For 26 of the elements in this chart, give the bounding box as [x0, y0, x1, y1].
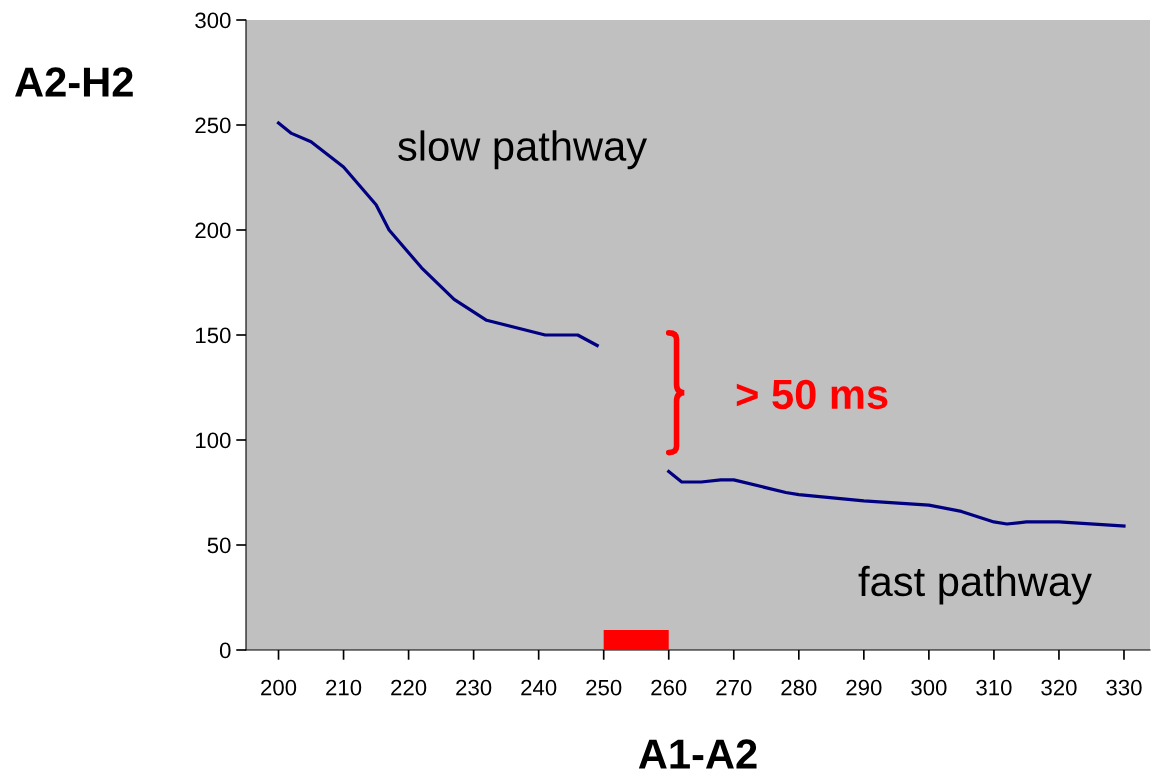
- y-tick-label: 250: [195, 117, 231, 134]
- annotation: slow pathway: [398, 130, 648, 170]
- y-tick-label: 200: [195, 222, 231, 239]
- y-axis-title: A2-H2: [15, 67, 133, 97]
- annotation: > 50 ms: [736, 379, 888, 410]
- x-tick-label: 240: [521, 679, 557, 696]
- x-tick-label: 320: [1041, 679, 1077, 696]
- x-tick-label: 270: [716, 679, 752, 696]
- x-tick-label: 280: [781, 679, 817, 696]
- y-tick-label: 150: [196, 327, 231, 344]
- x-axis-title: A1-A2: [638, 739, 757, 769]
- y-tick-label: 0: [219, 642, 231, 659]
- x-tick-label: 250: [586, 679, 622, 696]
- y-tick-label: 100: [196, 432, 231, 449]
- annotation: fast pathway: [858, 565, 1092, 605]
- y-tick-label: 300: [195, 12, 231, 29]
- y-tick-label: 50: [207, 537, 231, 554]
- x-tick-label: 230: [456, 679, 492, 696]
- x-tick-label: 200: [261, 679, 297, 696]
- x-tick-label: 290: [846, 679, 882, 696]
- x-tick-label: 210: [326, 679, 362, 696]
- x-tick-label: 310: [976, 679, 1012, 696]
- x-tick-label: 220: [391, 679, 427, 696]
- x-tick-label: 330: [1106, 679, 1142, 696]
- x-tick-label: 300: [911, 679, 947, 696]
- x-tick-label: 260: [651, 679, 687, 696]
